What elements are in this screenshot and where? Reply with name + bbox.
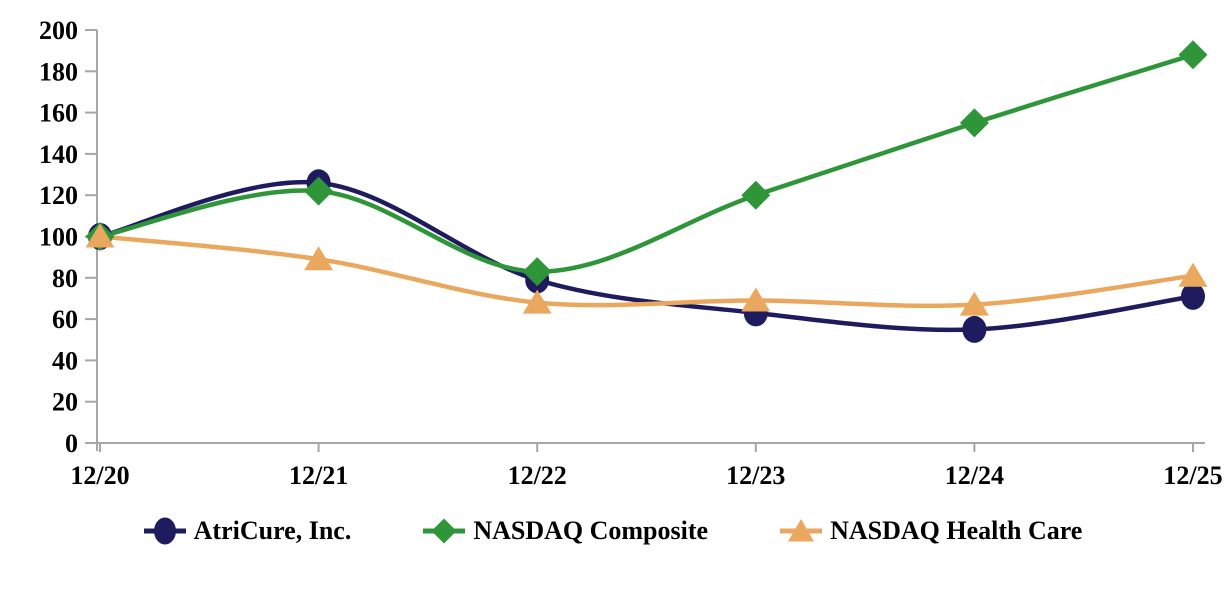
x-axis-tick-label: 12/24 (945, 461, 1004, 490)
legend-diamond (431, 518, 457, 544)
data-point-nasdaq-health-care-12-23 (741, 287, 771, 312)
legend-item-nasdaq-composite: NASDAQ Composite (423, 514, 708, 548)
y-axis-tick-label: 0 (65, 429, 78, 458)
x-axis-tick-label: 12/21 (289, 461, 348, 490)
data-point-nasdaq-health-care-12-20 (85, 223, 115, 248)
data-point-nasdaq-health-care-12-21 (304, 246, 334, 271)
y-axis-tick-label: 200 (39, 16, 78, 45)
legend-triangle (788, 519, 815, 542)
data-point-nasdaq-composite-12-24 (959, 108, 989, 138)
legend-glyph (431, 518, 457, 544)
series-markers-nasdaq-health-care (85, 223, 1208, 316)
y-axis-tick-label: 100 (39, 223, 78, 252)
y-axis-tick-label: 60 (52, 305, 78, 334)
data-point-nasdaq-health-care-12-24 (959, 291, 989, 316)
series-markers (85, 40, 1208, 343)
data-point-nasdaq-health-care-12-25 (1178, 262, 1208, 287)
diamond-marker-icon (423, 518, 466, 544)
legend-glyph (788, 519, 815, 542)
y-axis-tick-label: 120 (39, 181, 78, 210)
x-axis-tick-label: 12/20 (70, 461, 129, 490)
circle-marker-icon (143, 517, 186, 545)
chart-legend: AtriCure, Inc. NASDAQ Composite NASDAQ H… (0, 514, 1226, 548)
data-point-nasdaq-composite-12-23 (741, 180, 771, 210)
series-line-nasdaq-composite (97, 52, 1196, 274)
x-axis-tick-label: 12/22 (508, 461, 567, 490)
triangle-marker-icon (780, 519, 823, 542)
legend-label-atricure-inc: AtriCure, Inc. (193, 516, 352, 545)
y-axis-tick-label: 160 (39, 99, 78, 128)
legend-label-nasdaq-composite: NASDAQ Composite (473, 516, 709, 545)
data-point-atricure-inc-12-24 (962, 315, 987, 343)
x-axis-tick-label: 12/25 (1163, 461, 1222, 490)
x-axis-tick-label: 12/23 (726, 461, 785, 490)
legend-label-nasdaq-health-care: NASDAQ Health Care (830, 516, 1083, 545)
series-lines (97, 52, 1196, 333)
axes: 0 20 40 60 80 100 120 140 160 180 200 12/20 12/21 12/… (39, 16, 1223, 490)
data-point-nasdaq-composite-12-21 (304, 176, 334, 206)
legend-item-nasdaq-health-care: NASDAQ Health Care (780, 514, 1082, 548)
series-line-nasdaq-health-care (97, 234, 1196, 309)
data-point-nasdaq-health-care-12-22 (522, 289, 552, 314)
y-axis-tick-label: 140 (39, 140, 78, 169)
series-line-atricure-inc (97, 179, 1196, 333)
y-axis-tick-label: 180 (39, 57, 78, 86)
y-axis-tick-label: 80 (52, 264, 78, 293)
legend-glyph (153, 517, 176, 545)
data-point-atricure-inc-12-25 (1181, 282, 1205, 310)
legend-item-atricure-inc: AtriCure, Inc. (143, 514, 352, 548)
data-point-nasdaq-composite-12-25 (1178, 40, 1208, 70)
y-axis-tick-label: 20 (52, 388, 78, 417)
data-point-nasdaq-composite-12-22 (522, 257, 552, 287)
legend-circle (153, 517, 176, 545)
y-axis-tick-label: 40 (52, 346, 78, 375)
